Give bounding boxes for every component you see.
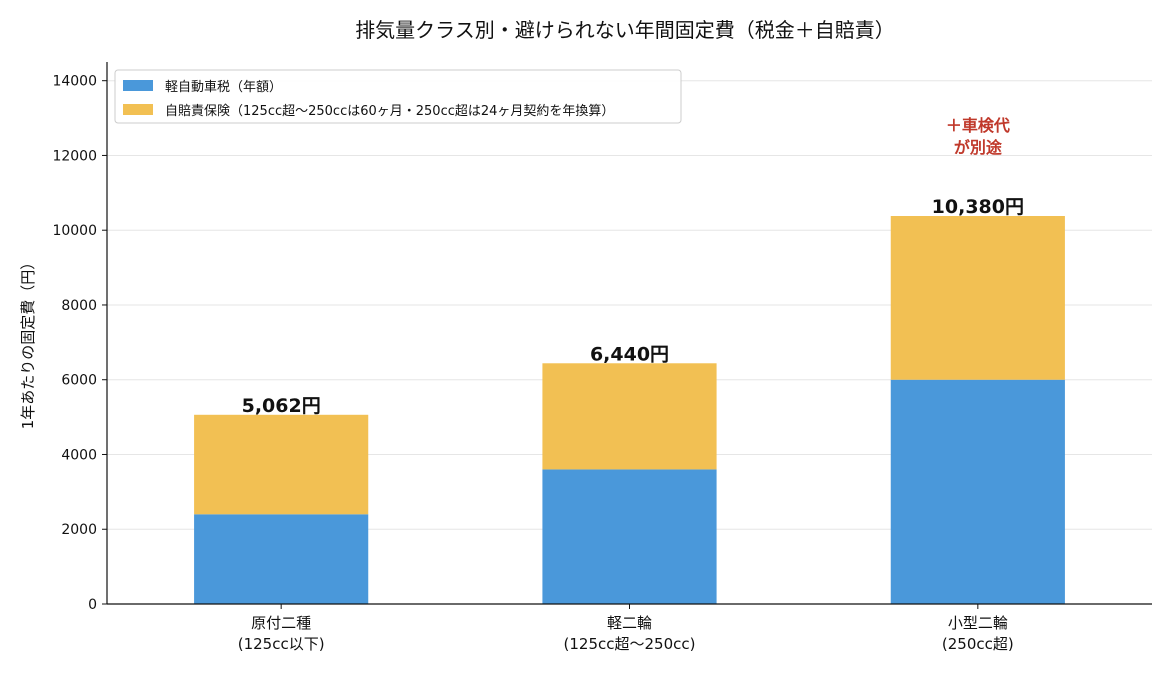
legend: 軽自動車税（年額） 自賠責保険（125cc超〜250ccは60ヶ月・250cc超は… xyxy=(114,69,682,124)
total-label: 5,062円 xyxy=(242,395,321,417)
bar-segment xyxy=(194,514,369,604)
chart-title: 排気量クラス別・避けられない年間固定費（税金＋自賠責） xyxy=(355,18,895,42)
y-tick-label: 14000 xyxy=(52,74,97,90)
bar-segment xyxy=(890,216,1065,380)
bars xyxy=(194,216,1065,604)
x-axis-ticks: 原付二種 (125cc以下) 軽二輪 (125cc超〜250cc) 小型二輪 (250cc… xyxy=(238,604,1014,653)
bar-segment xyxy=(194,414,369,515)
annotation-text: ＋車検代 xyxy=(946,116,1010,135)
y-tick-label: 10000 xyxy=(52,223,97,239)
y-tick-label: 4000 xyxy=(61,447,97,463)
annotation-text: が別途 xyxy=(954,138,1003,157)
x-tick-label: 原付二種 xyxy=(251,614,311,632)
legend-box xyxy=(114,69,682,124)
legend-label: 軽自動車税（年額） xyxy=(165,80,282,95)
total-labels: 5,062円 6,440円 10,380円 xyxy=(242,196,1024,417)
total-label: 10,380円 xyxy=(932,196,1024,218)
bar-segment xyxy=(542,469,717,604)
y-tick-label: 2000 xyxy=(61,522,97,538)
bar-segment xyxy=(542,363,717,470)
x-tick-label: (125cc以下) xyxy=(238,635,325,653)
x-tick-label: 軽二輪 xyxy=(607,614,652,632)
y-tick-label: 0 xyxy=(88,597,97,613)
legend-label: 自賠責保険（125cc超〜250ccは60ヶ月・250cc超は24ヶ月契約を年換… xyxy=(165,104,614,119)
legend-swatch xyxy=(123,80,153,91)
y-tick-label: 12000 xyxy=(52,148,97,164)
bar-segment xyxy=(890,379,1065,604)
x-tick-label: 小型二輪 xyxy=(948,614,1008,632)
legend-swatch xyxy=(123,104,153,115)
y-axis-label: 1年あたりの固定費（円） xyxy=(19,255,37,430)
y-axis-ticks: 0 2000 4000 6000 8000 10000 12000 14000 xyxy=(52,74,107,613)
y-tick-label: 8000 xyxy=(61,298,97,314)
y-tick-label: 6000 xyxy=(61,373,97,389)
total-label: 6,440円 xyxy=(590,343,669,365)
x-tick-label: (250cc超) xyxy=(942,635,1014,653)
x-tick-label: (125cc超〜250cc) xyxy=(564,635,696,653)
